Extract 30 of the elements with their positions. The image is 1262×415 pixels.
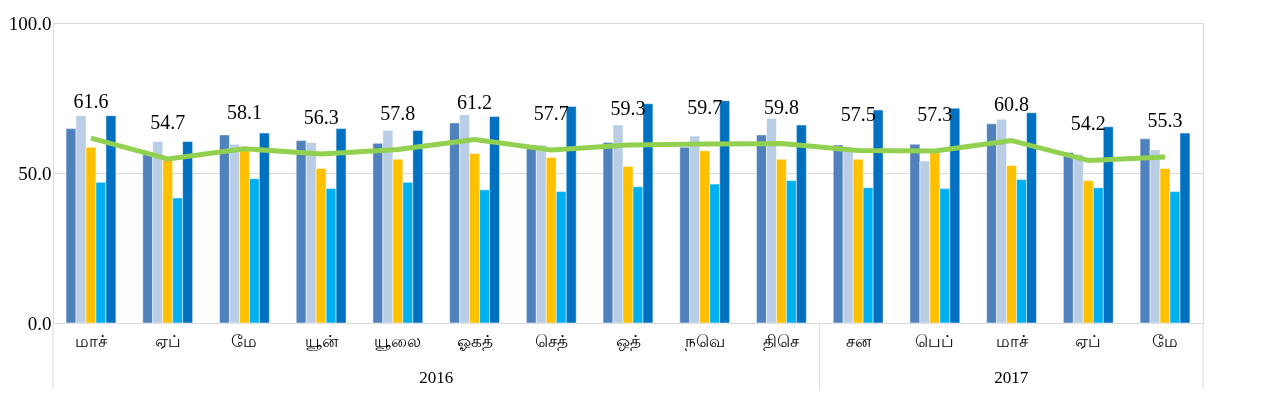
x-tick-label: செத் [534, 331, 568, 351]
x-tick-label: மாச் [74, 331, 108, 351]
x-tick-label: மே [1152, 331, 1179, 351]
x-tick-label: மாச் [995, 331, 1029, 351]
y-tick-label: 0.0 [27, 312, 52, 334]
data-label: 56.3 [303, 106, 339, 129]
x-tick-label: ஏப் [1075, 331, 1102, 351]
x-tick-label: பெப் [915, 331, 955, 351]
y-tick-label: 100.0 [8, 12, 52, 34]
x-tick-label: ஒத் [615, 331, 641, 351]
x-tick-label: சன [845, 331, 872, 351]
text: 2016 [419, 368, 454, 387]
y-tick-label: 50.0 [18, 162, 52, 184]
data-label: 58.1 [226, 100, 262, 123]
data-label: 59.8 [763, 95, 799, 118]
data-label: 61.2 [457, 91, 493, 114]
x-tick-label: மே [231, 331, 258, 351]
x-tick-label: ஏப் [154, 331, 181, 351]
x-tick-label: திசெ [763, 331, 801, 351]
x-tick-label: நவெ [684, 331, 725, 351]
data-label: 54.2 [1070, 112, 1106, 135]
data-label: 60.8 [994, 92, 1030, 115]
data-label: 61.6 [73, 90, 109, 113]
data-label: 54.7 [150, 110, 186, 133]
x-tick-label: யூன் [304, 331, 339, 351]
data-label: 57.8 [380, 101, 416, 124]
text: 2017 [994, 368, 1029, 387]
data-label: 55.3 [1147, 109, 1183, 132]
x-tick-label: ஓகத் [456, 331, 493, 351]
x-tick-label: யூலை [374, 331, 422, 351]
